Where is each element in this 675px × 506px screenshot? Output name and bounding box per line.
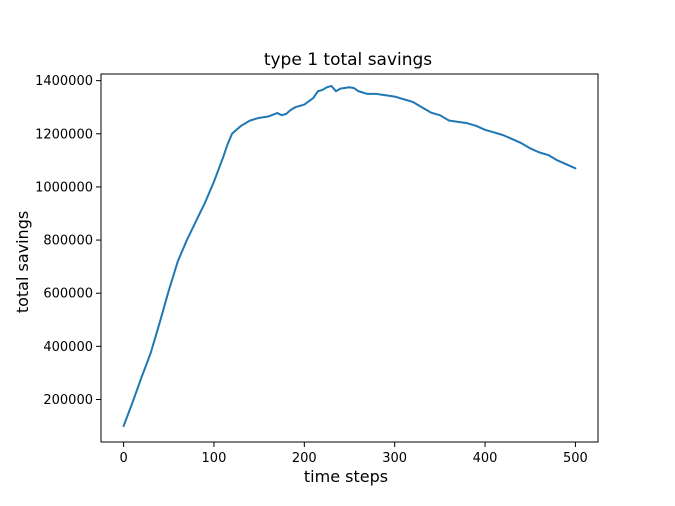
y-tick-label: 1400000	[35, 74, 93, 89]
chart-title: type 1 total savings	[264, 50, 432, 70]
x-tick-label: 300	[382, 451, 407, 466]
y-axis-ticks: 200000 400000 600000 800000 1000000 1200000 14…	[35, 74, 101, 408]
y-tick-label: 600000	[43, 287, 93, 302]
y-tick-label: 200000	[43, 393, 93, 408]
series-line	[122, 84, 577, 428]
x-tick-label: 100	[202, 451, 227, 466]
y-tick-label: 1000000	[35, 180, 93, 195]
y-axis-label: total savings	[13, 211, 32, 313]
axes-frame	[100, 73, 599, 443]
series-layer	[122, 84, 577, 428]
y-tick-label: 1200000	[35, 127, 93, 142]
x-tick-label: 0	[119, 451, 127, 466]
x-tick-label: 500	[563, 451, 588, 466]
x-axis-ticks: 0 100 200 300 400 500	[119, 442, 588, 466]
x-axis-label: time steps	[304, 467, 388, 486]
x-tick-label: 400	[473, 451, 498, 466]
x-tick-label: 200	[292, 451, 317, 466]
y-tick-label: 400000	[43, 340, 93, 355]
plot-area: 0 100 200 300 400 500 200000 400000 600000 80000…	[35, 73, 599, 466]
y-tick-label: 800000	[43, 234, 93, 249]
